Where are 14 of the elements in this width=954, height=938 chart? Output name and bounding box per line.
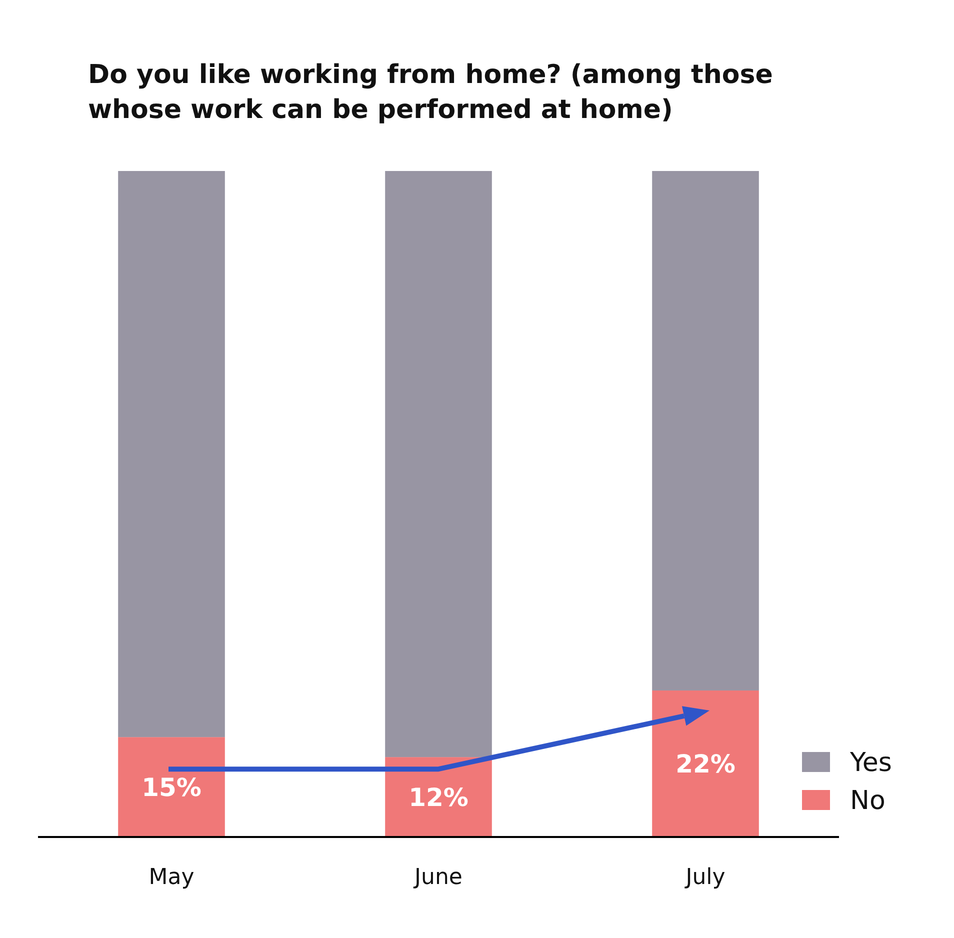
bar xyxy=(118,171,225,738)
legend-label: Yes xyxy=(849,748,892,778)
x-tick-label: May xyxy=(148,865,194,890)
x-tick-label: July xyxy=(684,865,726,890)
data-label: 22% xyxy=(676,750,736,779)
legend-label: No xyxy=(850,786,886,816)
chart-title: Do you like working from home? (among those whose work can be performed at home) xyxy=(88,60,773,125)
bar xyxy=(385,171,492,758)
bar xyxy=(652,690,759,837)
x-tick-label: June xyxy=(412,865,462,890)
bar xyxy=(118,737,225,837)
data-label: 12% xyxy=(408,783,468,812)
bar xyxy=(652,171,759,690)
data-label: 15% xyxy=(142,773,202,802)
